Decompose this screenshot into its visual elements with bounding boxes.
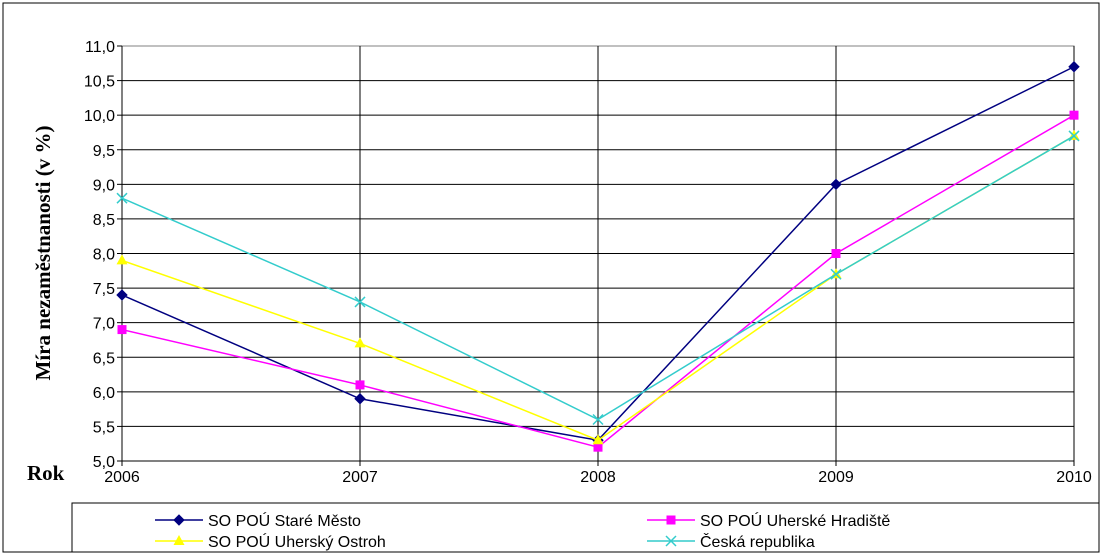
legend-label: SO POÚ Staré Město — [208, 511, 361, 530]
legend-label: SO POÚ Uherský Ostroh — [208, 532, 386, 551]
y-tick-label: 7,5 — [93, 281, 115, 298]
data-point — [354, 393, 366, 405]
legend-box — [71, 502, 1100, 553]
data-point — [1069, 110, 1079, 120]
y-tick-label: 8,0 — [93, 247, 115, 264]
x-tick-label: 2010 — [1056, 469, 1092, 486]
legend-marker — [666, 515, 676, 525]
x-tick-label: 2007 — [342, 469, 378, 486]
series-4 — [116, 130, 1080, 426]
data-point — [354, 296, 366, 308]
legend-marker — [665, 535, 677, 547]
y-tick-label: 6,5 — [93, 350, 115, 367]
y-tick-label: 9,0 — [93, 177, 115, 194]
data-point — [1068, 61, 1080, 73]
y-axis-label: Míra nezaměstnanosti (v %) — [31, 126, 55, 381]
y-tick-label: 6,0 — [93, 385, 115, 402]
data-point — [116, 192, 128, 204]
data-point — [354, 337, 366, 348]
legend-item: SO POÚ Staré Město — [155, 511, 361, 530]
series-2 — [117, 110, 1079, 452]
legend-marker — [173, 514, 185, 526]
data-point — [593, 442, 603, 452]
x-axis-label: Rok — [27, 461, 65, 485]
legend-marker — [173, 535, 185, 545]
y-tick-label: 8,5 — [93, 212, 115, 229]
data-point — [1068, 130, 1080, 142]
legend-item: Česká republika — [647, 532, 815, 551]
y-tick-label: 9,5 — [93, 143, 115, 160]
x-tick-label: 2006 — [104, 469, 140, 486]
data-point — [831, 249, 841, 258]
data-point — [592, 413, 604, 426]
y-tick-label: 10,5 — [84, 74, 115, 91]
x-tick-label: 2008 — [580, 469, 616, 486]
data-point — [830, 268, 842, 280]
legend-item: SO POÚ Uherské Hradiště — [647, 511, 890, 530]
legend: SO POÚ Staré Město SO POÚ Uherské Hradišt… — [71, 502, 1100, 553]
data-point — [116, 254, 128, 265]
legend-label: SO POÚ Uherské Hradiště — [700, 511, 890, 530]
data-point — [592, 434, 604, 445]
y-tick-label: 5,5 — [93, 419, 115, 436]
y-axis-ticks: 5,0 5,5 6,0 6,5 7,0 7,5 8,0 8,5 9,0 9,5 10,0 10,5 11… — [84, 39, 122, 471]
series-group — [116, 61, 1080, 452]
y-tick-label: 11,0 — [85, 39, 115, 56]
y-tick-label: 5,0 — [93, 454, 115, 471]
data-point — [117, 325, 127, 335]
y-tick-label: 10,0 — [84, 108, 115, 125]
legend-item: SO POÚ Uherský Ostroh — [155, 532, 386, 551]
legend-label: Česká republika — [700, 532, 815, 551]
x-tick-label: 2009 — [818, 469, 854, 486]
data-point — [830, 178, 842, 191]
data-point — [355, 380, 365, 390]
y-tick-label: 7,0 — [93, 316, 115, 333]
data-point — [116, 289, 128, 301]
